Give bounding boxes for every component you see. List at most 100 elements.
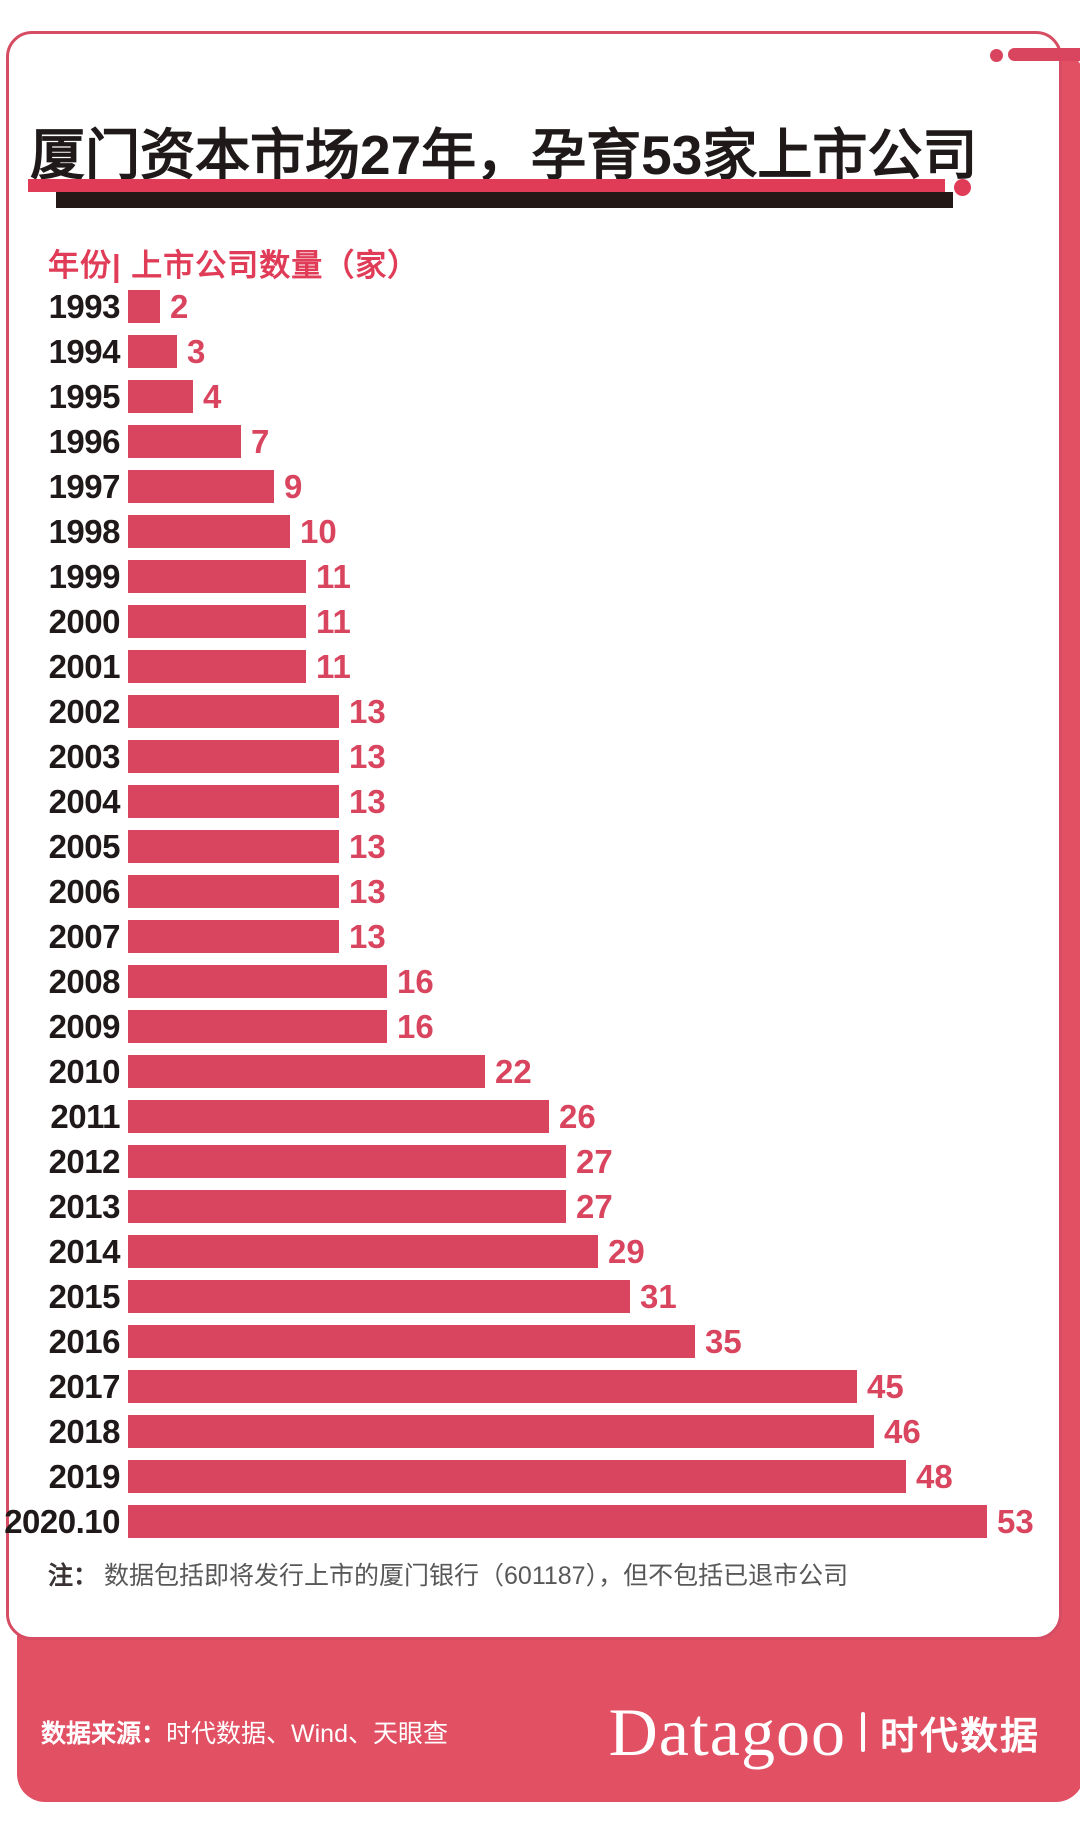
value-bar: [128, 1100, 549, 1133]
year-label: 1994: [48, 332, 121, 370]
brand-logo: Datagoo 时代数据: [609, 1698, 1040, 1766]
year-label: 2011: [50, 1097, 120, 1135]
value-bar: [128, 965, 387, 998]
value-label: 46: [884, 1412, 921, 1450]
year-label: 2005: [48, 827, 121, 865]
value-label: 26: [559, 1097, 596, 1135]
chart-row: 1996 7: [4, 419, 1054, 464]
value-label: 9: [284, 467, 303, 505]
year-label: 1998: [48, 512, 121, 550]
chart-row: 2012 27: [4, 1139, 1054, 1184]
source-prefix: 数据来源：: [41, 1720, 167, 1748]
value-label: 2: [170, 287, 189, 325]
value-bar: [128, 695, 339, 728]
year-label: 2020.10: [4, 1502, 120, 1540]
source-names: 时代数据、Wind、天眼查: [166, 1720, 448, 1748]
value-bar: [128, 920, 339, 953]
value-bar: [128, 830, 339, 863]
year-label: 2016: [48, 1322, 121, 1360]
value-label: 13: [349, 692, 386, 730]
year-label: 2006: [48, 872, 121, 910]
value-bar: [128, 290, 160, 323]
year-label: 2001: [48, 647, 121, 685]
underline-dot-icon: [954, 179, 971, 196]
chart-row: 2000 11: [4, 599, 1054, 644]
value-bar: [128, 1280, 630, 1313]
chart-row: 2009 16: [4, 1004, 1054, 1049]
year-label: 2004: [48, 782, 121, 820]
value-bar: [128, 425, 241, 458]
value-label: 45: [867, 1367, 904, 1405]
value-bar: [128, 470, 274, 503]
data-source: 数据来源：时代数据、Wind、天眼查: [41, 1714, 448, 1750]
logo-divider-icon: [860, 1712, 865, 1752]
value-label: 48: [916, 1457, 953, 1495]
title-underline-red: [28, 179, 945, 192]
value-bar: [128, 560, 306, 593]
page-title: 厦门资本市场27年，孕育53家上市公司: [30, 123, 978, 186]
note-text: 数据包括即将发行上市的厦门银行（601187），但不包括已退市公司: [104, 1562, 849, 1590]
value-label: 13: [349, 917, 386, 955]
year-label: 2014: [48, 1232, 121, 1270]
chart-rows: 1993 2 1994 3 1995 4 1996 7 1997 9 1998 10 1999 11 200…: [4, 284, 1054, 1544]
chart-row: 2011 26: [4, 1094, 1054, 1139]
chart-row: 2001 11: [4, 644, 1054, 689]
chart-row: 2003 13: [4, 734, 1054, 779]
value-label: 3: [187, 332, 206, 370]
value-label: 13: [349, 872, 386, 910]
value-label: 13: [349, 827, 386, 865]
logo-wordmark: Datagoo: [608, 1694, 846, 1770]
corner-dot-icon: [990, 49, 1003, 62]
value-label: 10: [300, 512, 337, 550]
value-label: 35: [705, 1322, 742, 1360]
chart-row: 2006 13: [4, 869, 1054, 914]
value-bar: [128, 1370, 857, 1403]
value-bar: [128, 1460, 906, 1493]
value-bar: [128, 335, 177, 368]
logo-cn-text: 时代数据: [879, 1715, 1040, 1758]
chart-row: 2002 13: [4, 689, 1054, 734]
value-label: 53: [997, 1502, 1034, 1540]
chart-row: 1994 3: [4, 329, 1054, 374]
year-label: 2010: [48, 1052, 121, 1090]
value-bar: [128, 1190, 566, 1223]
corner-accent-bar: [1008, 48, 1080, 61]
chart-note: 注： 数据包括即将发行上市的厦门银行（601187），但不包括已退市公司: [48, 1556, 1028, 1592]
value-label: 11: [316, 647, 351, 685]
value-bar: [128, 650, 306, 683]
value-label: 31: [640, 1277, 677, 1315]
value-label: 13: [349, 782, 386, 820]
note-prefix: 注：: [48, 1562, 99, 1590]
chart-row: 2014 29: [4, 1229, 1054, 1274]
value-bar: [128, 605, 306, 638]
year-label: 2002: [48, 692, 121, 730]
value-bar: [128, 740, 339, 773]
footer-band: 数据来源：时代数据、Wind、天眼查 Datagoo 时代数据: [17, 1640, 1080, 1802]
year-label: 2012: [48, 1142, 121, 1180]
chart-row: 2005 13: [4, 824, 1054, 869]
value-bar: [128, 1145, 566, 1178]
value-bar: [128, 1055, 485, 1088]
value-label: 13: [349, 737, 386, 775]
year-label: 2000: [48, 602, 121, 640]
year-label: 2015: [48, 1277, 121, 1315]
chart-row: 2017 45: [4, 1364, 1054, 1409]
chart-row: 1993 2: [4, 284, 1054, 329]
year-label: 2018: [48, 1412, 121, 1450]
year-label: 1996: [48, 422, 121, 460]
year-label: 1993: [48, 287, 121, 325]
value-label: 11: [316, 557, 351, 595]
value-label: 11: [316, 602, 351, 640]
chart-row: 2007 13: [4, 914, 1054, 959]
year-label: 1997: [48, 467, 121, 505]
chart-legend: 年份| 上市公司数量（家）: [48, 248, 420, 283]
year-label: 2017: [48, 1367, 121, 1405]
chart-row: 1997 9: [4, 464, 1054, 509]
value-bar: [128, 875, 339, 908]
year-label: 1995: [48, 377, 121, 415]
chart-row: 2020.10 53: [4, 1499, 1054, 1544]
chart-row: 2004 13: [4, 779, 1054, 824]
year-label: 2019: [48, 1457, 121, 1495]
value-bar: [128, 1010, 387, 1043]
value-label: 4: [203, 377, 222, 415]
